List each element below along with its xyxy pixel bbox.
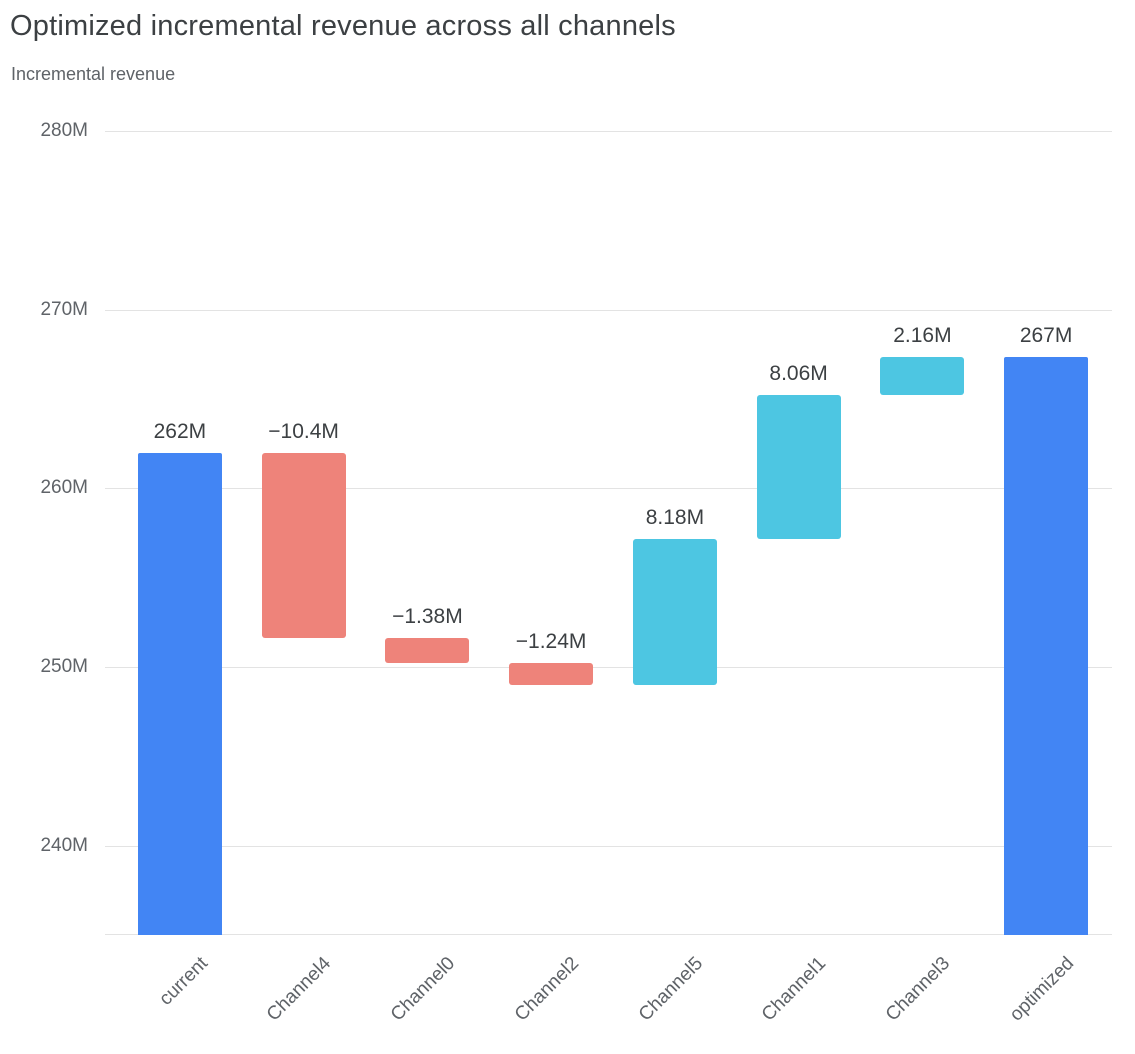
gridline xyxy=(105,845,1112,847)
x-axis-label-Channel1: Channel1 xyxy=(758,953,831,1026)
y-axis-label: 250M xyxy=(40,656,88,677)
waterfall-bar-Channel0[interactable] xyxy=(385,638,470,664)
x-axis-label-Channel5: Channel5 xyxy=(634,953,707,1026)
waterfall-bar-Channel1[interactable] xyxy=(756,395,841,540)
bar-value-label-Channel3: 2.16M xyxy=(893,323,952,347)
chart-subtitle: Incremental revenue xyxy=(11,64,176,84)
x-axis-label-Channel0: Channel0 xyxy=(386,953,460,1026)
chart-title: Optimized incremental revenue across all… xyxy=(10,10,676,42)
gridline xyxy=(105,667,1112,668)
x-axis-label-optimized: optimized xyxy=(1005,953,1078,1026)
waterfall-bar-Channel5[interactable] xyxy=(632,539,717,686)
x-axis-label-current: current xyxy=(155,953,212,1010)
x-axis-baseline xyxy=(105,934,1112,935)
gridline xyxy=(105,488,1112,490)
y-axis-label: 260M xyxy=(40,477,88,499)
gridline xyxy=(105,131,1112,133)
bar-value-label-optimized: 267M xyxy=(1019,323,1073,347)
waterfall-bar-Channel4[interactable] xyxy=(261,452,346,639)
bar-value-label-Channel4: −10.4M xyxy=(268,419,339,443)
bar-value-label-Channel0: −1.38M xyxy=(392,605,463,629)
waterfall-bar-optimized[interactable] xyxy=(1004,356,1089,935)
plot-area: 262M current −10.4M Channel4 −1.38M Channel0 −… xyxy=(105,115,1112,1025)
x-axis-label-Channel3: Channel3 xyxy=(881,953,955,1026)
y-axis-label: 270M xyxy=(40,298,88,320)
bar-value-label-current: 262M xyxy=(153,419,207,443)
waterfall-bar-Channel2[interactable] xyxy=(509,663,594,686)
x-axis-label-Channel2: Channel2 xyxy=(510,953,583,1026)
waterfall-bar-Channel3[interactable] xyxy=(880,356,965,396)
gridline xyxy=(105,309,1112,311)
x-axis-label-Channel4: Channel4 xyxy=(263,953,336,1026)
bar-value-label-Channel5: 8.18M xyxy=(645,506,705,530)
bar-value-label-Channel2: −1.24M xyxy=(515,630,587,654)
y-axis-label: 280M xyxy=(40,120,88,142)
bar-value-label-Channel1: 8.06M xyxy=(769,362,828,386)
y-axis-label: 240M xyxy=(40,834,88,856)
waterfall-bar-current[interactable] xyxy=(137,452,222,935)
